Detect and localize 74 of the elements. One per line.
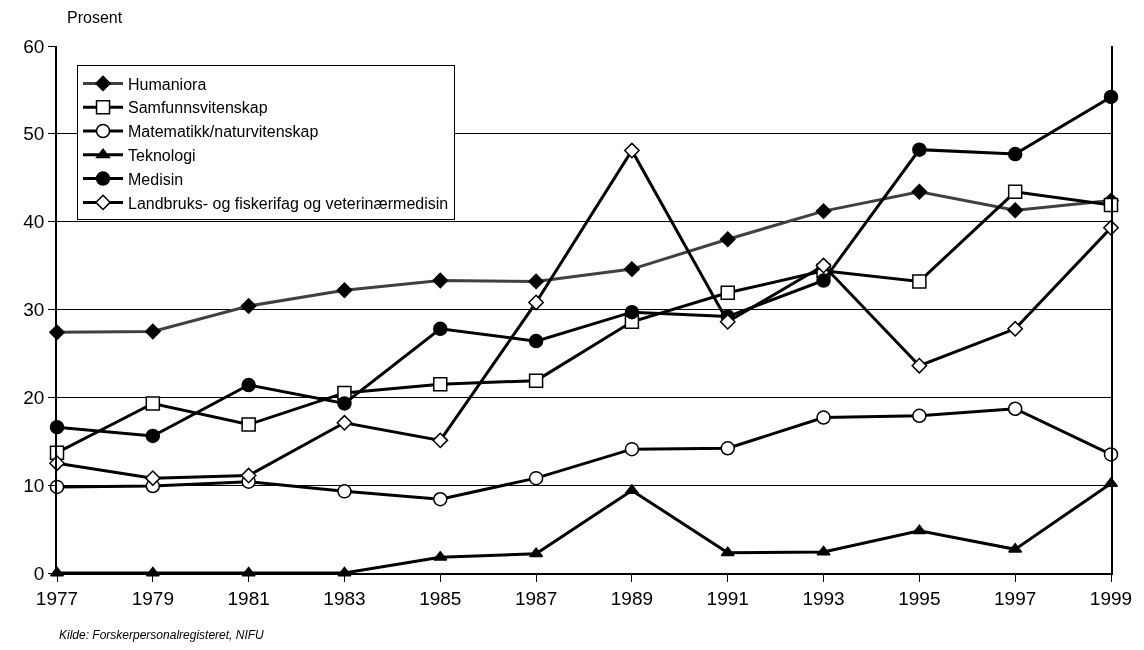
point — [433, 491, 448, 507]
y-tick-label: 60 — [23, 35, 45, 57]
point — [816, 410, 831, 425]
y-tick-label: 50 — [23, 123, 45, 145]
point — [1007, 146, 1023, 162]
legend-label: Samfunnsvitenskap — [128, 99, 268, 117]
y-tick-label: 40 — [23, 211, 45, 233]
point — [624, 441, 640, 457]
point — [912, 142, 927, 157]
x-tick-label: 1987 — [514, 587, 558, 609]
x-tick-label: 1989 — [610, 587, 654, 609]
point — [624, 142, 640, 159]
point — [336, 282, 353, 299]
point — [145, 396, 161, 411]
point — [241, 417, 256, 432]
text: Kilde: Forskerpersonalregisteret, NIFU — [59, 628, 265, 642]
legend-label: Humaniora — [128, 75, 207, 93]
legend-label: Teknologi — [128, 147, 196, 165]
point — [240, 298, 257, 314]
point — [912, 408, 927, 424]
point — [528, 333, 544, 349]
point — [145, 428, 161, 444]
x-tick-label: 1981 — [227, 587, 270, 609]
x-tick-label: 1991 — [706, 587, 749, 609]
point — [528, 373, 544, 388]
x-tick-label: 1995 — [898, 587, 941, 609]
point — [624, 261, 640, 277]
point — [816, 545, 831, 556]
point — [816, 273, 831, 288]
point — [433, 550, 448, 561]
point — [720, 285, 735, 301]
point — [433, 321, 448, 337]
legend-label: Landbruks- og fiskerifag og veterinærmedisin — [128, 194, 449, 212]
point — [528, 294, 544, 311]
point — [912, 524, 927, 535]
y-tick-label: 0 — [33, 562, 45, 584]
legend-label: Medisin — [128, 170, 184, 188]
point — [720, 441, 735, 456]
x-tick-label: 1977 — [35, 587, 79, 609]
point — [911, 183, 928, 200]
point — [911, 357, 928, 374]
point — [144, 470, 161, 487]
point — [815, 257, 832, 274]
point — [1007, 320, 1024, 337]
point — [337, 396, 352, 411]
point — [432, 272, 449, 289]
point — [815, 203, 832, 220]
y-axis-title: Prosent — [67, 9, 123, 26]
y-tick-label: 30 — [23, 299, 45, 321]
point — [240, 467, 257, 484]
x-tick-label: 1999 — [1089, 587, 1133, 609]
y-tick-label: 10 — [23, 474, 45, 496]
x-tick-label: 1983 — [323, 587, 366, 609]
point — [719, 231, 736, 248]
point — [433, 376, 448, 392]
point — [144, 323, 161, 340]
x-tick-label: 1997 — [994, 587, 1037, 609]
point — [336, 414, 353, 431]
point — [1007, 401, 1023, 416]
point — [241, 377, 256, 393]
point — [624, 304, 640, 320]
y-tick-label: 20 — [23, 386, 45, 408]
legend-label: Matematikk/naturvitenskap — [128, 123, 319, 141]
point — [1007, 202, 1024, 219]
point — [912, 274, 927, 289]
x-tick-label: 1985 — [419, 587, 462, 609]
point — [1007, 184, 1023, 200]
point — [337, 484, 352, 499]
point — [720, 546, 735, 557]
x-tick-label: 1979 — [131, 587, 174, 609]
point — [528, 470, 544, 486]
point — [432, 432, 449, 449]
point — [528, 273, 544, 290]
x-tick-label: 1993 — [802, 587, 845, 609]
